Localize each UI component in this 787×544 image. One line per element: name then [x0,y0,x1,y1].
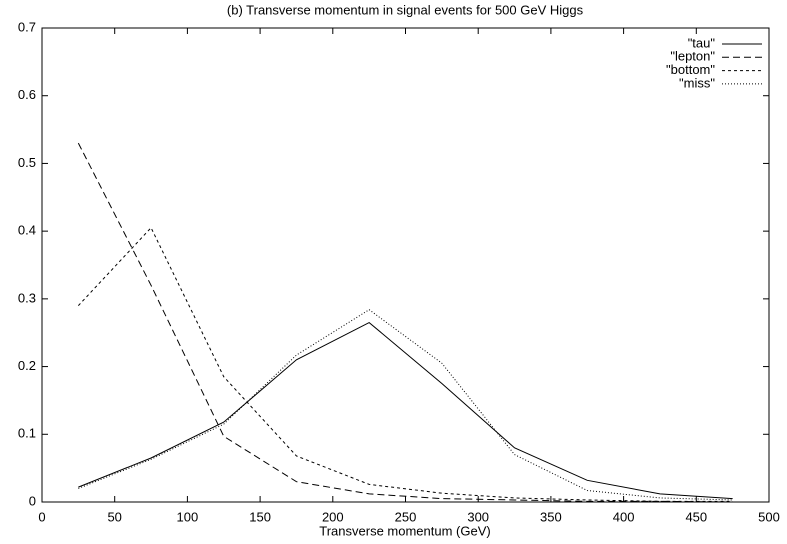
legend-label: "lepton" [670,49,715,64]
legend-label: "tau" [688,35,716,50]
series-line [77,142,733,503]
x-axis-label: Transverse momentum (GeV) [319,523,490,538]
y-tick-label: 0.7 [18,19,36,34]
plot-frame [41,27,770,503]
x-tick-label: 350 [540,509,562,524]
y-tick-label: 0.1 [18,426,36,441]
x-tick-label: 100 [177,509,199,524]
y-tick-label: 0.6 [18,87,36,102]
x-tick-label: 250 [395,509,417,524]
legend-label: "bottom" [666,62,715,77]
x-tick-label: 200 [322,509,344,524]
x-tick-label: 450 [685,509,707,524]
series-line [78,309,733,501]
y-tick-label: 0.2 [18,358,36,373]
x-tick-label: 150 [249,509,271,524]
y-tick-label: 0.4 [18,223,36,238]
x-tick-label: 50 [107,509,121,524]
x-tick-label: 500 [758,509,780,524]
series-line [78,321,733,500]
series-line [77,226,733,502]
legend-label: "miss" [679,75,715,90]
x-tick-label: 300 [467,509,489,524]
y-tick-label: 0 [29,493,36,508]
y-tick-label: 0.5 [18,155,36,170]
y-tick-label: 0.3 [18,290,36,305]
chart-title: (b) Transverse momentum in signal events… [227,2,584,17]
x-tick-label: 400 [613,509,635,524]
x-tick-label: 0 [38,509,45,524]
